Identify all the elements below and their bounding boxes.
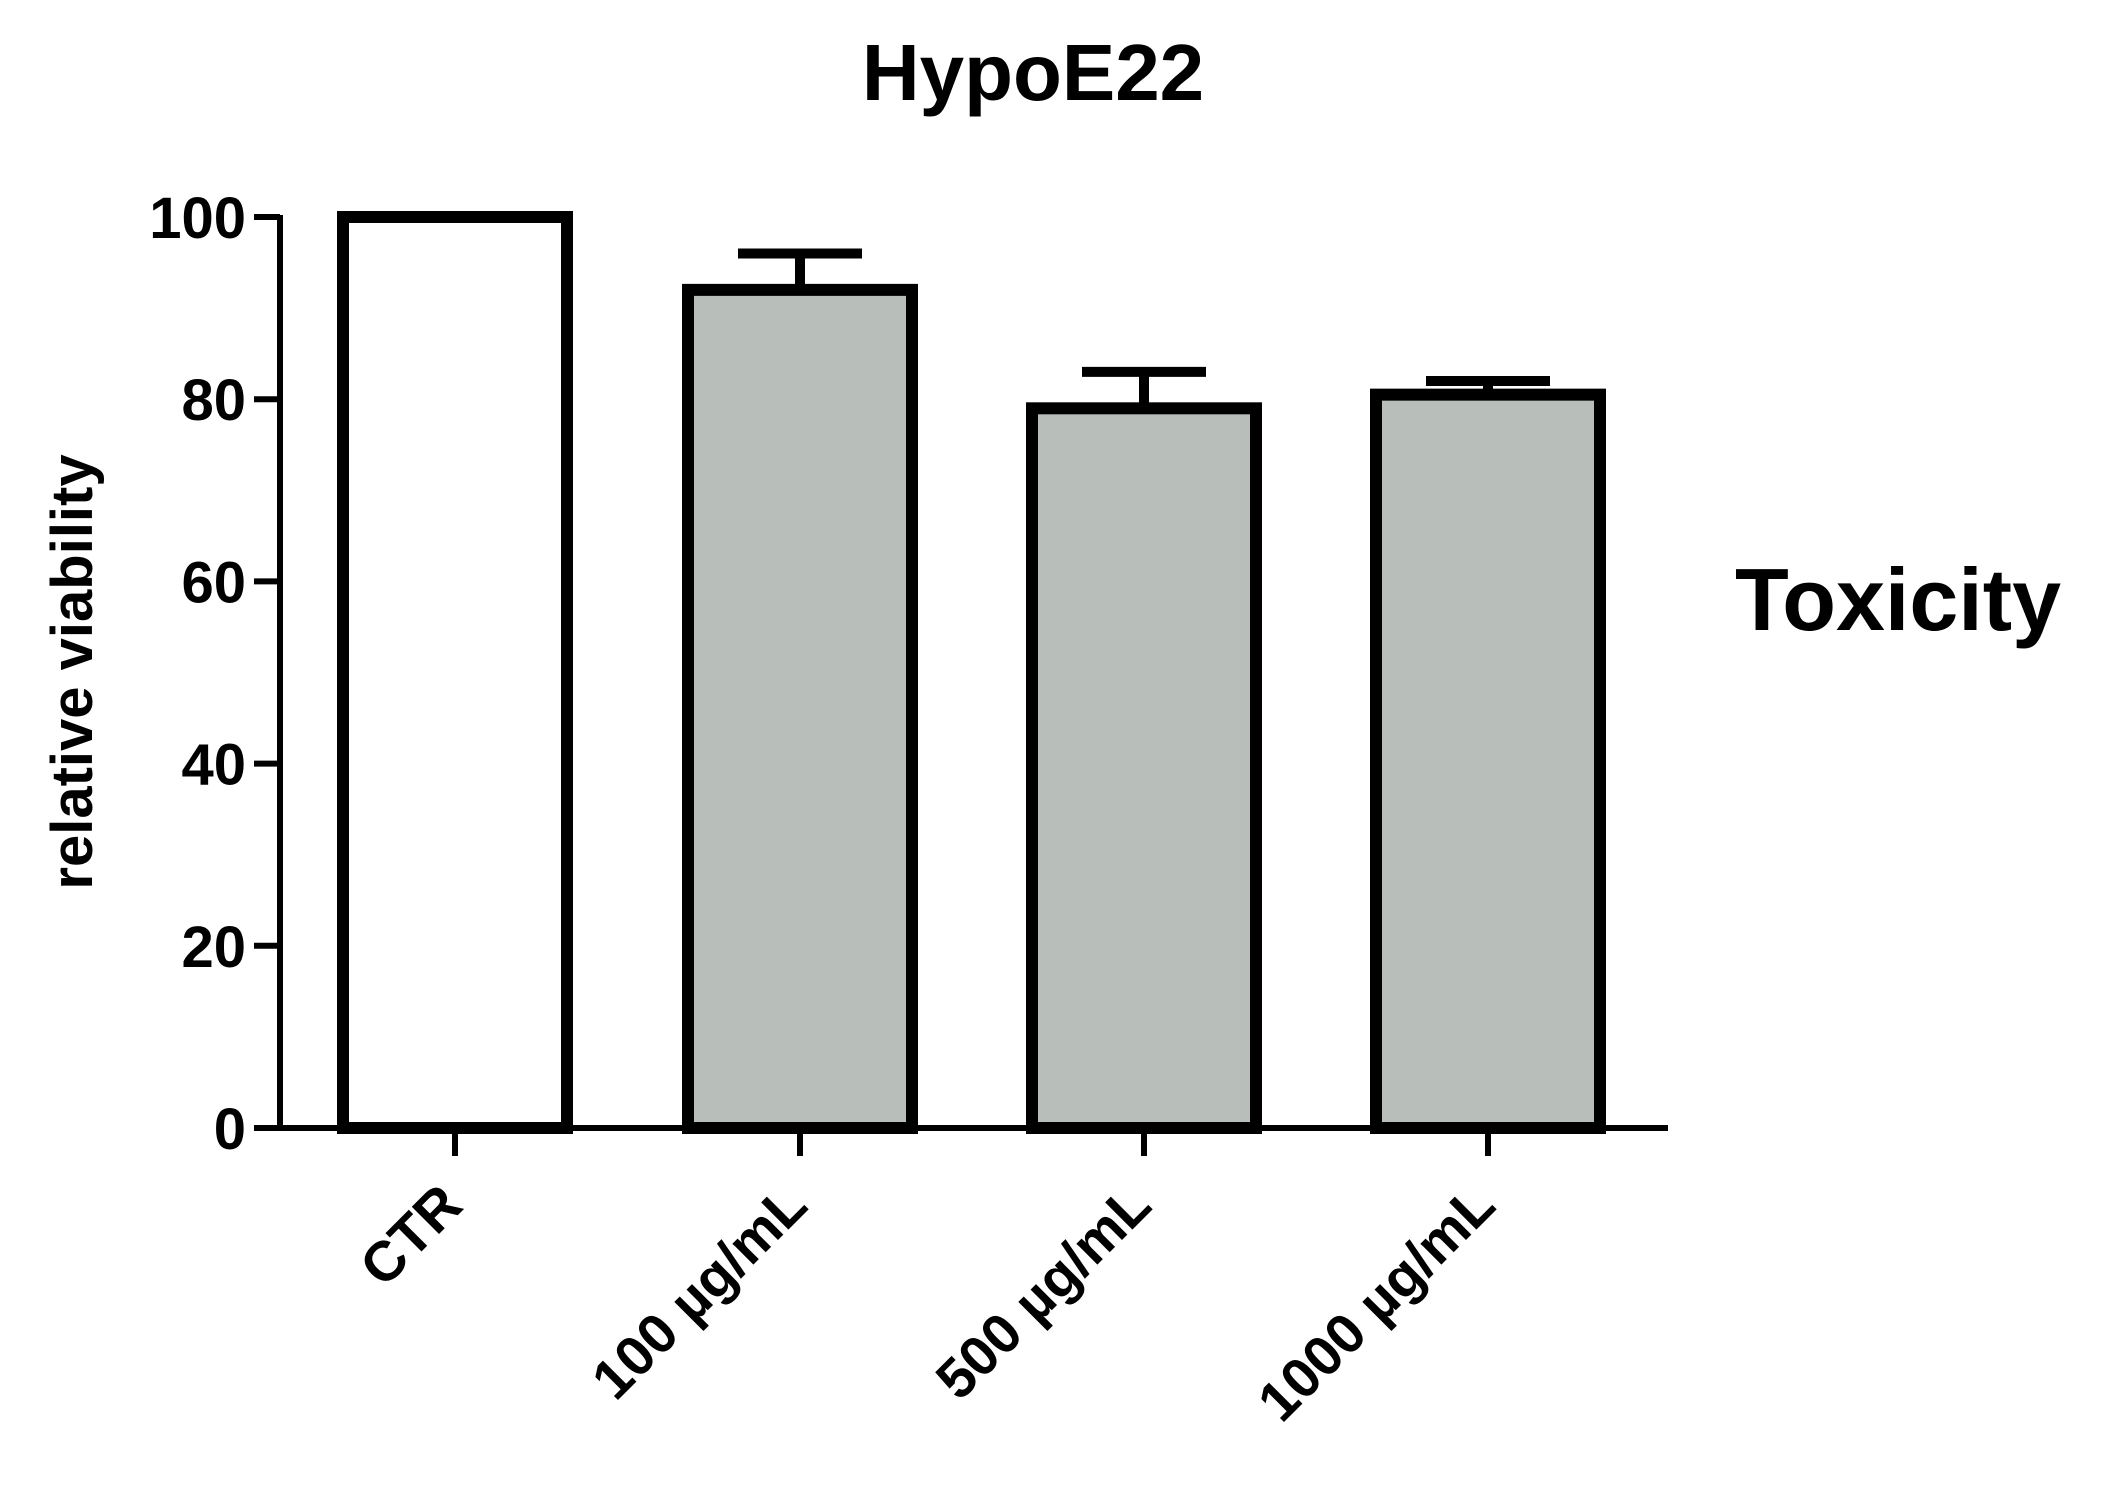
side-label: Toxicity: [1735, 550, 2061, 649]
x-tick-label: 1000 µg/mL: [1245, 1172, 1506, 1433]
bar: [337, 211, 573, 1134]
y-tick-label: 100: [149, 186, 246, 251]
bar: [682, 283, 918, 1134]
y-tick-label: 40: [181, 733, 246, 798]
y-axis-label: relative viability: [40, 454, 105, 889]
y-tick-label: 0: [214, 1097, 246, 1162]
x-tick-label: 500 µg/mL: [923, 1172, 1162, 1411]
chart-title: HypoE22: [862, 28, 1204, 117]
x-tick-label: 100 µg/mL: [579, 1172, 818, 1411]
y-tick-label: 80: [181, 368, 246, 433]
y-tick-label: 60: [181, 550, 246, 615]
y-tick-label: 20: [181, 915, 246, 980]
bar: [1370, 388, 1606, 1134]
bar: [1026, 402, 1262, 1134]
x-tick-label: CTR: [348, 1172, 474, 1298]
plot-area: 0 20 40 60 80 100 CTR 100 µg/mL 500 µg/mL 1000 µg…: [149, 186, 1606, 1433]
